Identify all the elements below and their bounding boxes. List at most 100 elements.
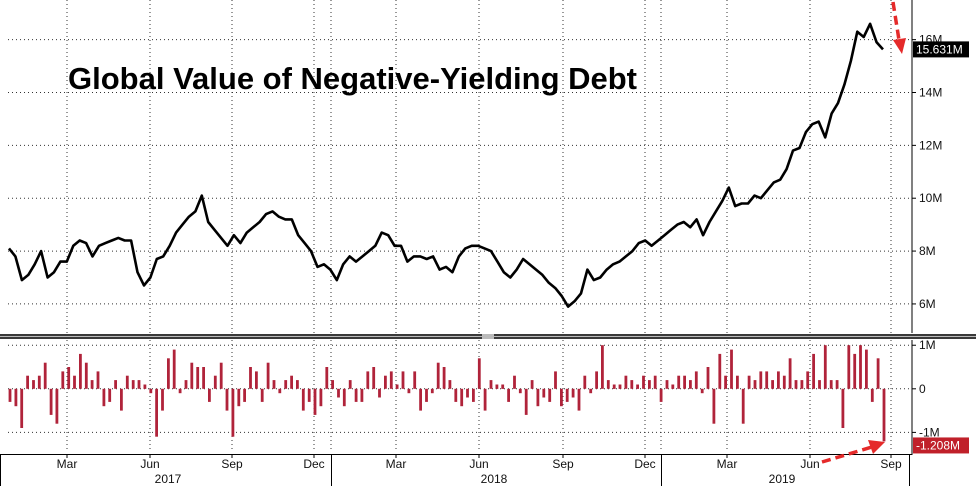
bar [554,371,557,389]
arrow-shaft-top [891,1,901,41]
bar [823,345,827,389]
bar [595,371,598,389]
bar [806,371,810,389]
arrow-head-bottom [868,440,885,454]
bar [724,375,727,389]
bar [507,388,510,402]
bar [395,384,399,389]
bar [483,388,487,411]
bar [753,380,757,389]
x-tick-label: Mar [386,457,407,471]
bar [407,388,411,394]
bar [501,384,505,389]
bar [730,349,733,389]
bar [794,380,798,389]
bar [489,380,493,389]
bar [249,367,252,389]
bar [618,384,622,389]
bar [436,362,440,389]
y-tick-label: 10M [919,191,942,205]
bar [219,362,223,389]
arrow-head-top [893,38,906,54]
bar [178,388,182,394]
annotation-arrows [821,1,906,464]
bar [419,388,422,411]
bar [565,388,569,402]
bar [718,353,722,389]
bar [577,388,581,411]
bar [37,375,41,389]
bar [354,388,358,402]
bar [319,388,323,407]
bar [284,380,288,389]
bar [876,358,880,389]
bar [513,375,516,389]
bar [448,380,452,389]
grid-layer [8,0,913,455]
bar [73,375,76,389]
bar-series-layer [8,345,886,442]
bar [601,345,604,389]
bar [683,375,686,389]
bar [882,388,886,442]
bar [342,388,346,407]
last-value-label-top: 15.631M [916,42,963,56]
bar [454,388,458,402]
y-tick-label: -1M [919,425,940,439]
bar [401,371,405,389]
bar [736,375,739,389]
bar [636,384,639,389]
y-tick-label: 12M [919,138,942,152]
y-tick-label: 0 [919,382,926,396]
bar [61,371,65,389]
last-value-callout-top [913,41,969,58]
bar [172,349,176,389]
y-tick-label: 1M [919,338,936,352]
x-tick-label: Dec [303,457,324,471]
bar [853,353,857,389]
bar [149,388,153,394]
bar [213,375,217,389]
bar [55,388,59,424]
bar [90,380,94,389]
year-label: 2018 [481,472,508,486]
bar [366,371,370,389]
bar [67,367,71,389]
x-tick-label: Jun [469,457,488,471]
bar [430,388,434,394]
x-tick-label: Jun [140,457,159,471]
bar [782,375,786,389]
bar [653,375,657,389]
bar [8,388,12,402]
bar [190,362,194,389]
bar [466,388,469,398]
bar [120,388,123,411]
bar [477,358,481,389]
bar [360,388,364,402]
last-value-callout-bottom [913,437,969,454]
x-tick-label: Sep [880,457,902,471]
bar [137,380,141,389]
value-callouts: 15.631M -1.208M [913,41,969,454]
bar [818,380,821,389]
bar [706,367,710,389]
bar [43,362,47,389]
bar [413,371,417,389]
bar [114,380,117,389]
bar [694,371,698,389]
chart-title: Global Value of Negative-Yielding Debt [68,61,637,96]
series-line [7,22,884,308]
bar [378,388,381,398]
bar [108,388,112,402]
bar [677,375,681,389]
bar [131,380,135,389]
bar [589,388,593,394]
bar [771,380,774,389]
y-tick-label: 6M [919,297,936,311]
bar [741,388,745,424]
bar [79,353,82,389]
bar [812,353,815,389]
bar [642,375,645,389]
